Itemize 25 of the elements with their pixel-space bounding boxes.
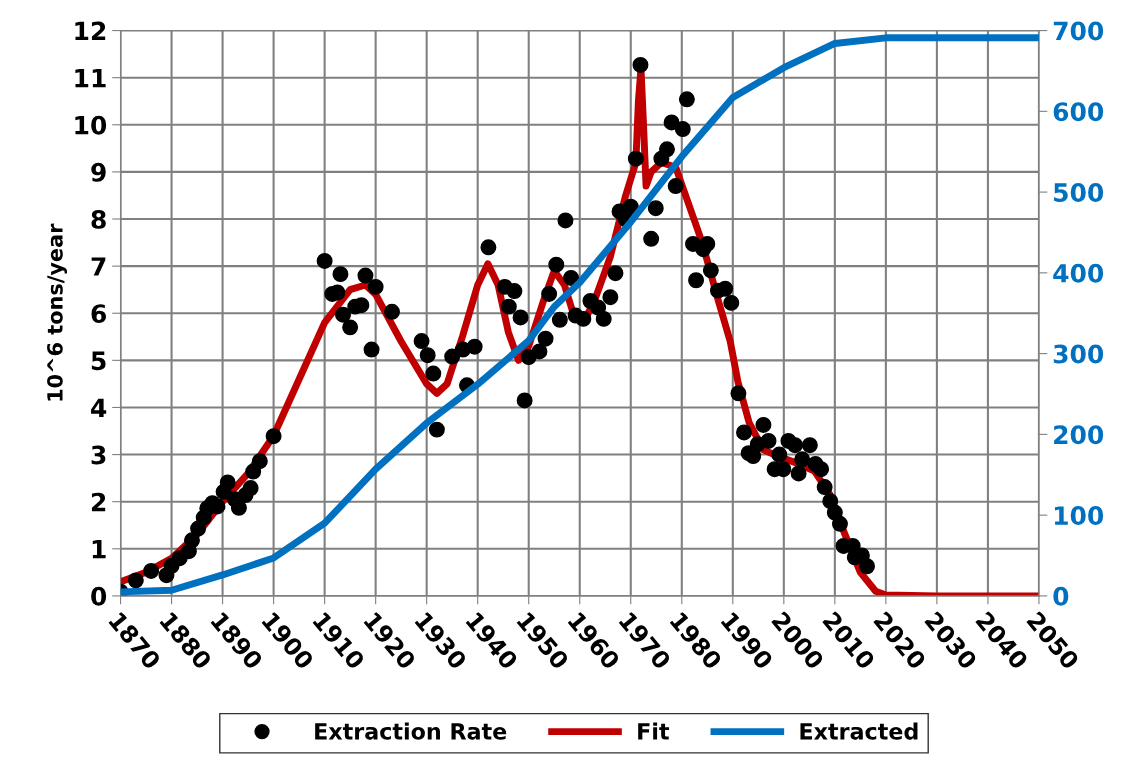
y-tick-label: 11: [75, 68, 106, 88]
legend-label: Extracted: [800, 722, 918, 740]
y-tick-label: 3: [91, 445, 106, 465]
y2-tick-label: 600: [1053, 102, 1104, 122]
y-tick-label: 12: [75, 21, 106, 41]
y2-tick-label: 100: [1054, 506, 1104, 526]
y2-tick-label: 700: [1053, 21, 1104, 41]
y2-tick-label: 500: [1054, 183, 1104, 202]
legend-label: Extraction Rate: [315, 722, 507, 740]
y-tick-label: 4: [91, 398, 107, 417]
y-tick-label: 7: [91, 257, 106, 276]
y2-tick-label: 400: [1053, 263, 1104, 283]
y-tick-label: 9: [91, 162, 106, 182]
legend-label: Fit: [638, 722, 670, 740]
y-axis-title: 10^6 tons/year: [47, 223, 67, 401]
y2-tick-label: 300: [1053, 344, 1104, 364]
y-tick-label: 5: [91, 351, 106, 371]
y2-tick-label: 0: [1053, 586, 1069, 606]
y-tick-label: 10: [75, 115, 107, 135]
y-tick-label: 8: [91, 209, 106, 229]
y-tick-label: 1: [92, 540, 106, 559]
y-tick-label: 0: [91, 586, 107, 606]
y-tick-label: 6: [91, 304, 106, 324]
y-tick-label: 2: [91, 492, 106, 512]
y2-tick-label: 200: [1054, 425, 1104, 445]
